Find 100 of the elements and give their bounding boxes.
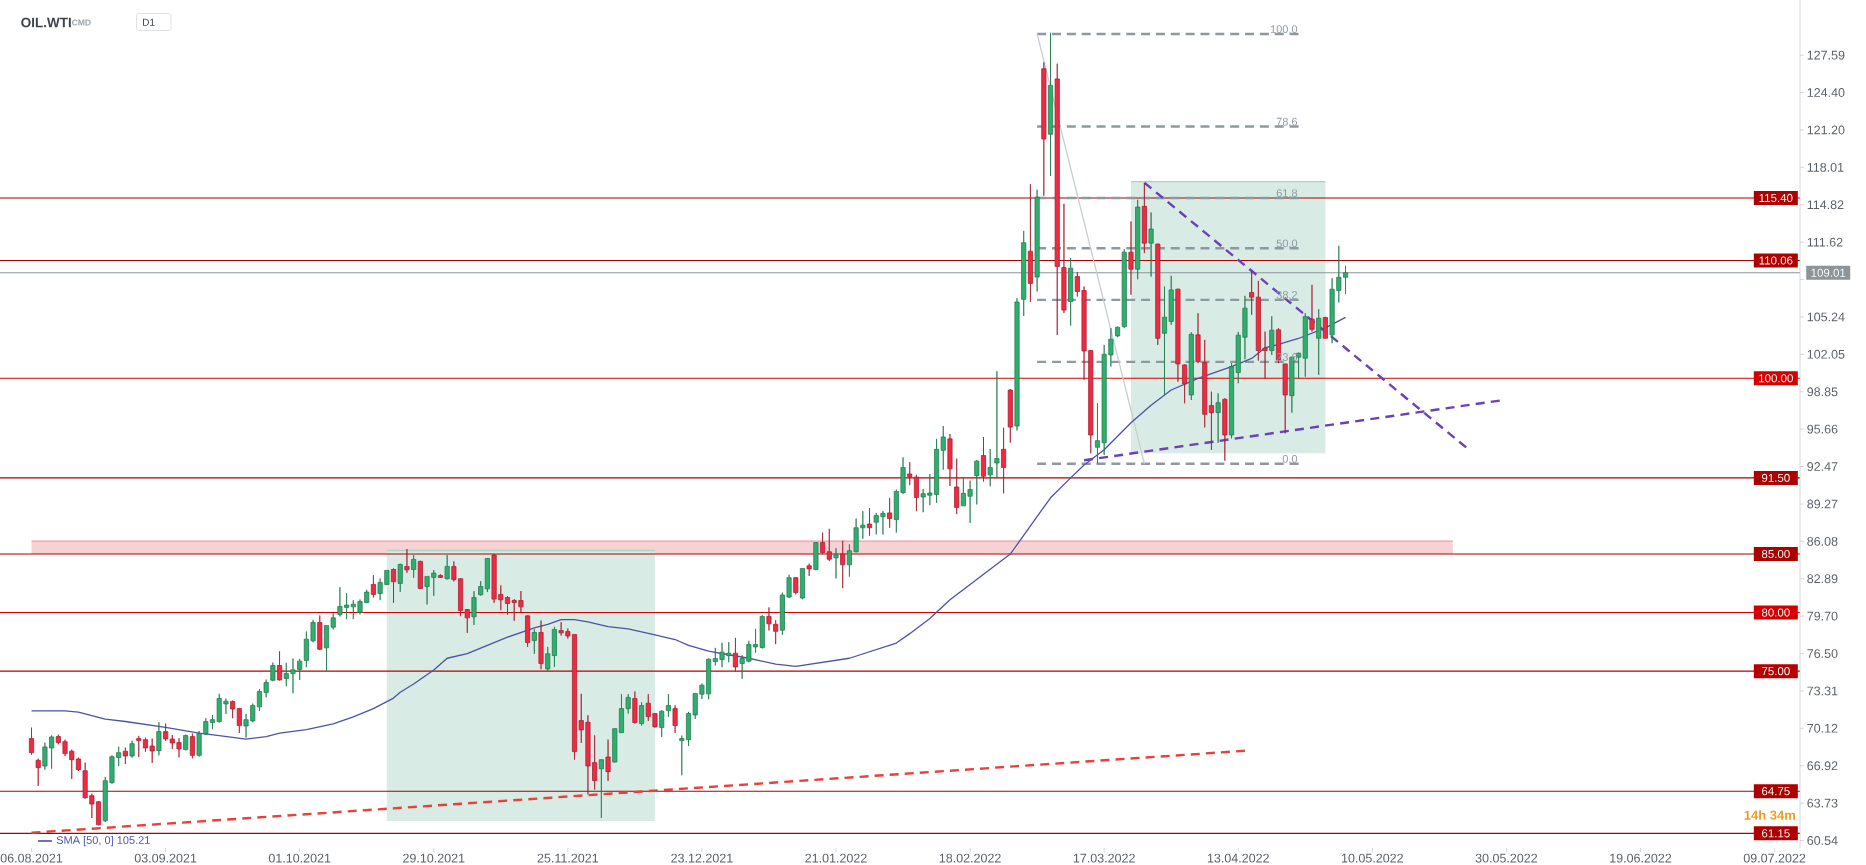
y-tick-label: 118.01 [1807,162,1844,172]
ref-line-label: 115.40 [1759,193,1793,202]
candlestick [813,541,819,571]
y-tick-label: 111.62 [1807,237,1843,247]
candlestick [639,701,645,726]
series-label: 0.0 [1282,455,1298,463]
ref-line-label: 109.01 [1811,268,1846,277]
candlestick [28,727,35,756]
candlestick [1249,270,1255,316]
candlestick [230,700,236,719]
candlestick [35,758,41,787]
candlestick [1269,315,1275,356]
ref-line-label: 91.50 [1761,473,1790,482]
candlestick [183,734,189,751]
series-label: 100.0 [1270,25,1298,33]
y-tick-label: 60.54 [1807,836,1838,845]
y-tick-label: 76.50 [1807,649,1838,658]
candlestick [672,704,678,734]
y-tick-label: 102.05 [1807,349,1845,359]
x-tick-label: 06.08.2021 [0,853,63,863]
candlestick [531,628,537,655]
y-tick-label: 124.40 [1807,88,1845,97]
candlestick [806,563,812,577]
y-tick-label: 86.08 [1807,536,1838,546]
candlestick [129,740,135,758]
candlestick [277,650,283,681]
x-tick-label: 18.02.2022 [939,853,1001,863]
text: OIL.WTI [21,17,71,28]
annotation: D1 [143,18,155,26]
candlestick [391,568,397,604]
candlestick [598,758,604,819]
y-tick-label: 63.73 [1807,798,1838,808]
y-tick-label: 66.92 [1807,761,1838,771]
candlestick [1141,182,1147,254]
candlestick [156,721,162,756]
candlestick [404,548,410,574]
candlestick [478,580,484,596]
candlestick [1148,212,1154,277]
candlestick [799,567,805,600]
candlestick [1014,297,1020,431]
candlestick [236,707,242,734]
ref-line-label: 75.00 [1762,667,1790,676]
candlestick [1222,397,1228,462]
ref-line-label: 110.06 [1759,256,1793,265]
candlestick [1309,284,1315,332]
candlestick [1316,308,1322,376]
y-tick-label: 73.31 [1807,686,1838,696]
candlestick [1121,248,1127,329]
candlestick [665,693,671,718]
y-tick-label: 95.66 [1807,424,1838,434]
text: SMA [50, 0] 105.21 [56,835,150,847]
candlestick [1188,331,1194,401]
candlestick [994,370,1000,479]
candlestick [1054,63,1060,336]
candlestick [1128,221,1134,296]
candlestick [538,620,544,670]
candlestick [122,747,128,765]
x-tick-label: 17.03.2022 [1073,853,1135,863]
x-tick-label: 09.07.2022 [1743,853,1806,863]
candlestick [1061,203,1067,314]
candlestick [1041,62,1047,197]
candlestick [1155,243,1161,346]
x-tick-label: 21.01.2022 [805,853,867,863]
candlestick [370,574,376,598]
candlestick [659,709,665,738]
y-tick-label: 79.70 [1807,611,1838,621]
candlestick [954,458,960,515]
candlestick [1048,32,1054,177]
y-tick-label: 98.85 [1807,387,1838,397]
candlestick [437,574,443,579]
candlestick [980,436,987,482]
candlestick [1115,326,1121,338]
ref-line-label: 64.75 [1762,787,1790,796]
candlestick [1021,230,1027,317]
ref-line-label: 61.15 [1762,829,1790,838]
y-tick-label: 127.59 [1807,50,1845,60]
candlestick [1068,257,1074,326]
candlestick [444,554,450,580]
candlestick [1195,312,1201,364]
candlestick [1001,427,1007,494]
candlestick [732,637,738,672]
x-tick-label: 03.09.2021 [134,853,197,863]
candlestick [525,615,531,648]
candlestick [866,507,873,537]
candlestick [766,607,772,631]
candlestick [632,691,638,724]
y-tick-label: 89.27 [1807,499,1838,509]
x-tick-label: 23.12.2021 [671,853,733,863]
candlestick [1282,363,1288,434]
x-tick-label: 13.04.2022 [1207,853,1269,863]
candlestick [1007,388,1013,443]
series-label: 78.6 [1276,117,1298,126]
candlestick [189,733,195,759]
annotation: 14h 34m [1744,810,1795,820]
candlestick [397,563,403,593]
candlestick [887,497,893,529]
y-tick-label: 105.24 [1807,312,1845,322]
y-tick-label: 82.89 [1807,574,1838,584]
series-label: 61.8 [1276,189,1298,197]
candlestick [270,662,276,682]
